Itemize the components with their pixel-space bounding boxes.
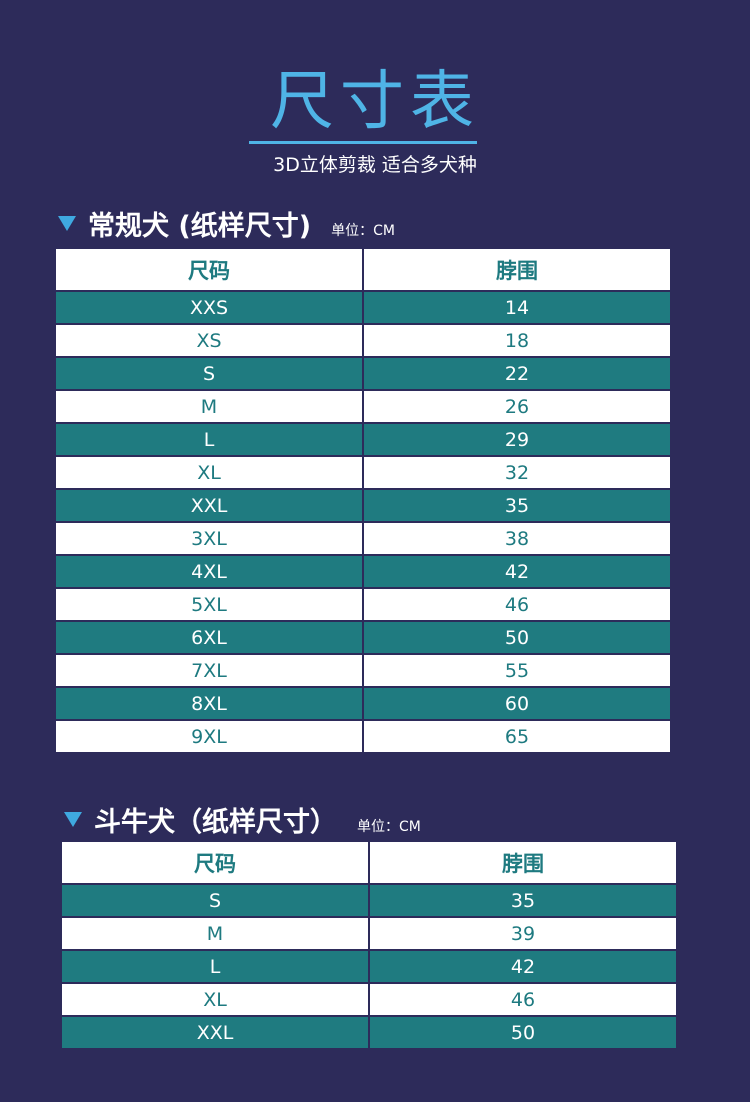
table-row: M 26: [54, 389, 672, 424]
table-row: L 42: [60, 949, 678, 984]
column-header-neck: 脖围: [368, 840, 678, 885]
table-row: XL 32: [54, 455, 672, 490]
table-row: 6XL 50: [54, 620, 672, 655]
table-row: 7XL 55: [54, 653, 672, 688]
size-table-bulldog: 尺码 脖围 S 35 M 39 L 42 XL 46 XXL 50: [60, 840, 678, 1050]
page-subtitle: 3D立体剪裁 适合多犬种: [273, 154, 477, 176]
section-heading-regular: 常规犬 (纸样尺寸) 单位：CM: [58, 204, 395, 243]
neck-cell: 22: [362, 356, 672, 391]
size-cell: 4XL: [54, 554, 364, 589]
column-header-size: 尺码: [60, 840, 370, 885]
size-cell: XL: [54, 455, 364, 490]
size-table-regular: 尺码 脖围 XXS 14 XS 18 S 22 M 26 L 29 XL 32 XXL 35 3XL 38 4X…: [54, 247, 672, 754]
size-cell: M: [60, 916, 370, 951]
size-cell: S: [54, 356, 364, 391]
size-cell: XXL: [60, 1015, 370, 1050]
table-row: L 29: [54, 422, 672, 457]
section-title: 常规犬 (纸样尺寸): [88, 211, 312, 242]
section-title: 斗牛犬（纸样尺寸）: [94, 807, 337, 838]
neck-cell: 65: [362, 719, 672, 754]
size-cell: L: [60, 949, 370, 984]
table-row: S 22: [54, 356, 672, 391]
table-row: XS 18: [54, 323, 672, 358]
table-row: 8XL 60: [54, 686, 672, 721]
table-row: M 39: [60, 916, 678, 951]
table-row: 9XL 65: [54, 719, 672, 754]
neck-cell: 46: [362, 587, 672, 622]
size-cell: M: [54, 389, 364, 424]
neck-cell: 14: [362, 290, 672, 325]
size-cell: XXL: [54, 488, 364, 523]
page-title: 尺寸表: [270, 65, 480, 139]
column-header-size: 尺码: [54, 247, 364, 292]
neck-cell: 39: [368, 916, 678, 951]
table-row: 3XL 38: [54, 521, 672, 556]
neck-cell: 26: [362, 389, 672, 424]
column-header-neck: 脖围: [362, 247, 672, 292]
unit-label: 单位：CM: [357, 819, 421, 835]
triangle-down-icon: [64, 812, 82, 827]
size-cell: 3XL: [54, 521, 364, 556]
triangle-down-icon: [58, 216, 76, 231]
size-cell: XS: [54, 323, 364, 358]
table-row: 5XL 46: [54, 587, 672, 622]
neck-cell: 35: [368, 883, 678, 918]
neck-cell: 46: [368, 982, 678, 1017]
size-cell: S: [60, 883, 370, 918]
size-cell: 8XL: [54, 686, 364, 721]
neck-cell: 55: [362, 653, 672, 688]
neck-cell: 42: [368, 949, 678, 984]
size-cell: XL: [60, 982, 370, 1017]
size-cell: L: [54, 422, 364, 457]
neck-cell: 42: [362, 554, 672, 589]
neck-cell: 32: [362, 455, 672, 490]
size-cell: 6XL: [54, 620, 364, 655]
neck-cell: 60: [362, 686, 672, 721]
neck-cell: 50: [362, 620, 672, 655]
size-cell: 5XL: [54, 587, 364, 622]
table-row: XXL 35: [54, 488, 672, 523]
size-cell: 7XL: [54, 653, 364, 688]
neck-cell: 18: [362, 323, 672, 358]
table-row: XL 46: [60, 982, 678, 1017]
neck-cell: 50: [368, 1015, 678, 1050]
size-cell: XXS: [54, 290, 364, 325]
table-row: XXL 50: [60, 1015, 678, 1050]
neck-cell: 35: [362, 488, 672, 523]
unit-label: 单位：CM: [331, 223, 395, 239]
table-row: XXS 14: [54, 290, 672, 325]
size-cell: 9XL: [54, 719, 364, 754]
section-heading-bulldog: 斗牛犬（纸样尺寸） 单位：CM: [64, 800, 421, 839]
neck-cell: 38: [362, 521, 672, 556]
title-underline: [249, 141, 477, 144]
table-row: S 35: [60, 883, 678, 918]
neck-cell: 29: [362, 422, 672, 457]
table-row: 4XL 42: [54, 554, 672, 589]
